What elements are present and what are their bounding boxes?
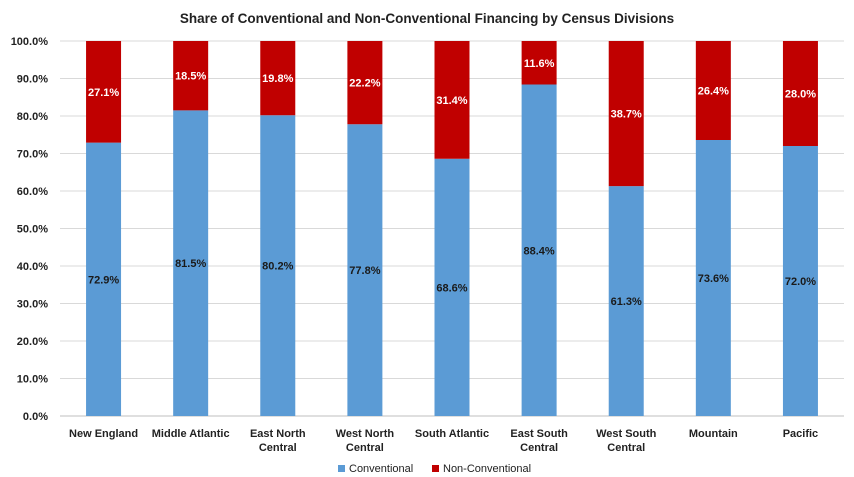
x-tick-label: Pacific (783, 428, 818, 440)
bar-conventional (608, 186, 644, 416)
x-tick-label: Central (607, 442, 645, 454)
x-tick-label: Middle Atlantic (152, 428, 230, 440)
data-label: 81.5% (175, 258, 206, 270)
x-tick-label: West North (336, 428, 395, 440)
legend-swatch (338, 465, 345, 472)
y-tick-label: 10.0% (17, 374, 48, 386)
x-tick-label: East North (250, 428, 306, 440)
x-tick-label: East South (510, 428, 568, 440)
bar-conventional (86, 142, 122, 416)
data-label: 61.3% (611, 296, 642, 308)
bar-conventional (347, 124, 383, 416)
data-label: 72.9% (88, 274, 119, 286)
data-label: 27.1% (88, 87, 119, 99)
x-tick-label: Central (259, 442, 297, 454)
y-tick-label: 70.0% (17, 149, 48, 161)
y-tick-label: 60.0% (17, 186, 48, 198)
data-label: 73.6% (698, 273, 729, 285)
data-label: 77.8% (349, 265, 380, 277)
bar-non-conventional (86, 41, 122, 143)
data-label: 38.7% (611, 109, 642, 121)
legend-swatch (432, 465, 439, 472)
bars (86, 41, 818, 416)
x-tick-label: West South (596, 428, 657, 440)
data-labels: 72.9% 27.1% 81.5% 18.5% 80.2% 19.8% 77.8% 22.2%… (88, 58, 816, 308)
x-axis: New England Middle Atlantic East North Cent… (69, 428, 818, 454)
x-tick-label: Central (520, 442, 558, 454)
y-axis: 0.0% 10.0% 20.0% 30.0% 40.0% 50.0% 60.0% 70.0% 8… (11, 36, 49, 423)
data-label: 26.4% (698, 86, 729, 98)
bar-non-conventional (608, 41, 644, 187)
data-label: 28.0% (785, 89, 816, 101)
bar-conventional (782, 146, 818, 416)
chart-title: Share of Conventional and Non-Convention… (180, 11, 674, 26)
y-tick-label: 0.0% (23, 411, 48, 423)
bar-non-conventional (782, 41, 818, 146)
data-label: 80.2% (262, 261, 293, 273)
bar-conventional (260, 115, 296, 416)
x-tick-label: Mountain (689, 428, 738, 440)
x-tick-label: New England (69, 428, 138, 440)
bar-conventional (434, 158, 470, 416)
bar-non-conventional (695, 41, 731, 140)
y-tick-label: 20.0% (17, 336, 48, 348)
legend-label: Conventional (349, 463, 413, 475)
y-tick-label: 40.0% (17, 261, 48, 273)
data-label: 68.6% (436, 282, 467, 294)
data-label: 88.4% (524, 245, 555, 257)
data-label: 72.0% (785, 276, 816, 288)
data-label: 18.5% (175, 71, 206, 83)
data-label: 22.2% (349, 78, 380, 90)
data-label: 19.8% (262, 73, 293, 85)
bar-conventional (521, 84, 557, 416)
x-tick-label: South Atlantic (415, 428, 489, 440)
bar-non-conventional (521, 41, 557, 85)
x-tick-label: Central (346, 442, 384, 454)
y-tick-label: 30.0% (17, 299, 48, 311)
bar-non-conventional (347, 41, 383, 125)
legend: Conventional Non-Conventional (338, 463, 531, 475)
legend-label: Non-Conventional (443, 463, 531, 475)
bar-non-conventional (173, 41, 209, 111)
y-tick-label: 50.0% (17, 224, 48, 236)
y-tick-label: 100.0% (11, 36, 49, 48)
bar-conventional (695, 140, 731, 416)
data-label: 31.4% (436, 95, 467, 107)
bar-non-conventional (434, 41, 470, 159)
y-tick-label: 80.0% (17, 111, 48, 123)
y-tick-label: 90.0% (17, 74, 48, 86)
bar-conventional (173, 110, 209, 416)
bar-non-conventional (260, 41, 296, 116)
data-label: 11.6% (524, 58, 555, 70)
